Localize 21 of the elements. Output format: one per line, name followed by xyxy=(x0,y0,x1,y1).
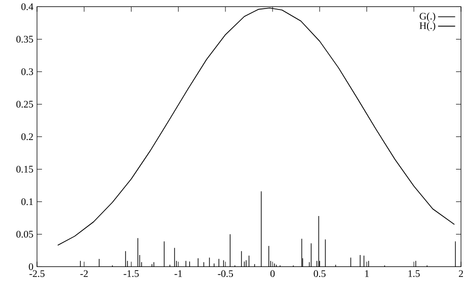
legend-label: H(.) xyxy=(420,22,436,32)
y-tick-label: 0.15 xyxy=(16,166,34,173)
x-tick-label: -2 xyxy=(80,270,88,278)
x-tick-label: 1.5 xyxy=(408,270,420,278)
y-tick-label: 0.05 xyxy=(16,230,34,238)
y-tick-label: 0.1 xyxy=(21,198,33,206)
x-tick-label: 1 xyxy=(365,270,369,277)
y-tick-label: 0.25 xyxy=(16,100,34,108)
x-tick-label: -2.5 xyxy=(29,270,45,278)
y-tick-label: 0 xyxy=(28,263,34,270)
x-tick-label: 2 xyxy=(458,270,463,278)
y-tick-label: 0.2 xyxy=(21,133,33,140)
y-tick-label: 0.35 xyxy=(16,36,34,43)
legend-label: G(.) xyxy=(420,12,436,22)
x-tick-label: -0.5 xyxy=(218,270,233,278)
x-tick-label: -1.5 xyxy=(124,270,139,278)
y-tick-label: 0.3 xyxy=(21,68,34,76)
x-tick-label: -1 xyxy=(174,270,182,277)
x-tick-label: 0 xyxy=(270,270,275,278)
x-tick-label: 0.5 xyxy=(314,270,326,278)
y-tick-label: 0.4 xyxy=(21,3,34,10)
